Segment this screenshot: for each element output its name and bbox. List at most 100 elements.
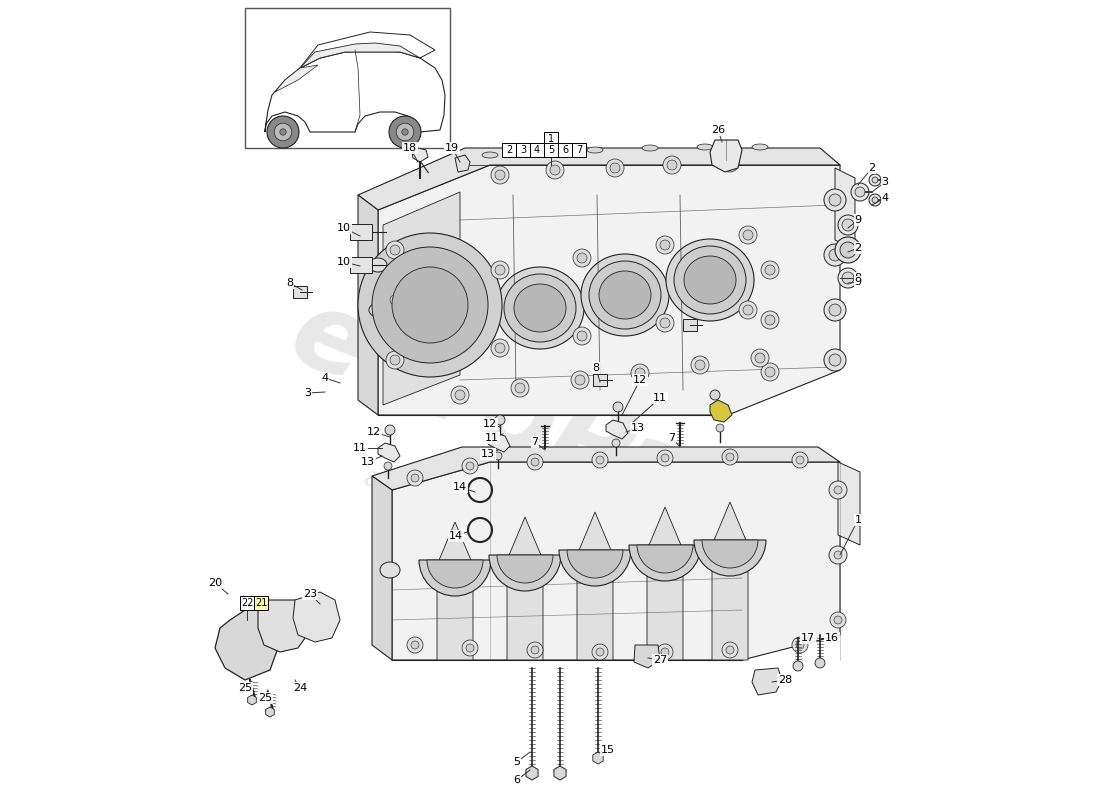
- Circle shape: [660, 318, 670, 328]
- Circle shape: [407, 470, 424, 486]
- Text: a passion for parts since 1985: a passion for parts since 1985: [360, 463, 760, 646]
- Bar: [558, 143, 572, 157]
- Bar: [530, 143, 544, 157]
- Polygon shape: [372, 447, 840, 490]
- Polygon shape: [275, 65, 318, 92]
- Text: 6: 6: [562, 145, 568, 155]
- Circle shape: [656, 314, 674, 332]
- Circle shape: [722, 449, 738, 465]
- Circle shape: [495, 343, 505, 353]
- Bar: [572, 143, 586, 157]
- Ellipse shape: [532, 149, 548, 155]
- Text: 1: 1: [548, 134, 554, 144]
- Circle shape: [596, 456, 604, 464]
- Polygon shape: [710, 140, 742, 172]
- Circle shape: [491, 261, 509, 279]
- Polygon shape: [455, 155, 470, 172]
- Circle shape: [829, 194, 842, 206]
- Circle shape: [830, 482, 846, 498]
- Circle shape: [495, 415, 505, 425]
- Text: 4: 4: [881, 193, 889, 203]
- Bar: [350, 257, 372, 273]
- Ellipse shape: [697, 144, 713, 150]
- Circle shape: [869, 194, 881, 206]
- Polygon shape: [378, 165, 840, 415]
- Circle shape: [596, 648, 604, 656]
- Text: 2: 2: [506, 145, 513, 155]
- Circle shape: [720, 154, 739, 172]
- Circle shape: [834, 551, 842, 559]
- Wedge shape: [637, 545, 693, 573]
- Circle shape: [531, 646, 539, 654]
- Wedge shape: [566, 550, 623, 578]
- Circle shape: [592, 644, 608, 660]
- Wedge shape: [490, 555, 561, 591]
- Text: 7: 7: [531, 437, 539, 447]
- Circle shape: [726, 646, 734, 654]
- Ellipse shape: [666, 239, 754, 321]
- Wedge shape: [497, 555, 553, 583]
- Ellipse shape: [368, 303, 387, 317]
- Ellipse shape: [587, 147, 603, 153]
- Text: 24: 24: [293, 683, 307, 693]
- Circle shape: [824, 244, 846, 266]
- Circle shape: [386, 241, 404, 259]
- Polygon shape: [437, 522, 473, 660]
- Text: 14: 14: [453, 482, 468, 492]
- Circle shape: [606, 159, 624, 177]
- Circle shape: [392, 267, 468, 343]
- Ellipse shape: [600, 271, 651, 319]
- Circle shape: [571, 371, 588, 389]
- Wedge shape: [419, 560, 491, 596]
- Circle shape: [829, 354, 842, 366]
- Text: 8: 8: [593, 363, 600, 373]
- Circle shape: [612, 439, 620, 447]
- Polygon shape: [358, 195, 378, 415]
- Circle shape: [742, 305, 754, 315]
- Circle shape: [390, 295, 400, 305]
- Circle shape: [796, 641, 804, 649]
- Circle shape: [657, 644, 673, 660]
- Polygon shape: [300, 43, 420, 68]
- Circle shape: [792, 452, 808, 468]
- Circle shape: [764, 315, 776, 325]
- Text: 26: 26: [711, 125, 725, 135]
- Text: 10: 10: [337, 257, 351, 267]
- Circle shape: [872, 177, 878, 183]
- Circle shape: [830, 612, 846, 628]
- Circle shape: [829, 304, 842, 316]
- Ellipse shape: [642, 145, 658, 151]
- Circle shape: [755, 353, 764, 363]
- Polygon shape: [634, 645, 660, 668]
- Wedge shape: [694, 540, 766, 576]
- Circle shape: [390, 355, 400, 365]
- Bar: [544, 132, 558, 146]
- Text: 18: 18: [403, 143, 417, 153]
- Circle shape: [613, 402, 623, 412]
- Polygon shape: [258, 600, 305, 652]
- Circle shape: [610, 163, 620, 173]
- Circle shape: [739, 226, 757, 244]
- Circle shape: [742, 230, 754, 240]
- Text: 9: 9: [855, 277, 861, 287]
- Circle shape: [411, 474, 419, 482]
- Text: 19: 19: [444, 143, 459, 153]
- Circle shape: [722, 642, 738, 658]
- Text: 22: 22: [241, 598, 253, 608]
- Wedge shape: [629, 545, 701, 581]
- Circle shape: [663, 156, 681, 174]
- Circle shape: [660, 240, 670, 250]
- Text: 11: 11: [653, 393, 667, 403]
- Circle shape: [515, 383, 525, 393]
- Bar: [683, 319, 697, 331]
- Bar: [350, 224, 372, 240]
- Ellipse shape: [379, 562, 400, 578]
- Text: 12: 12: [632, 375, 647, 385]
- Ellipse shape: [752, 144, 768, 150]
- Circle shape: [739, 301, 757, 319]
- Circle shape: [390, 245, 400, 255]
- Circle shape: [495, 170, 505, 180]
- Bar: [516, 143, 530, 157]
- Text: 14: 14: [449, 531, 463, 541]
- Polygon shape: [293, 592, 340, 642]
